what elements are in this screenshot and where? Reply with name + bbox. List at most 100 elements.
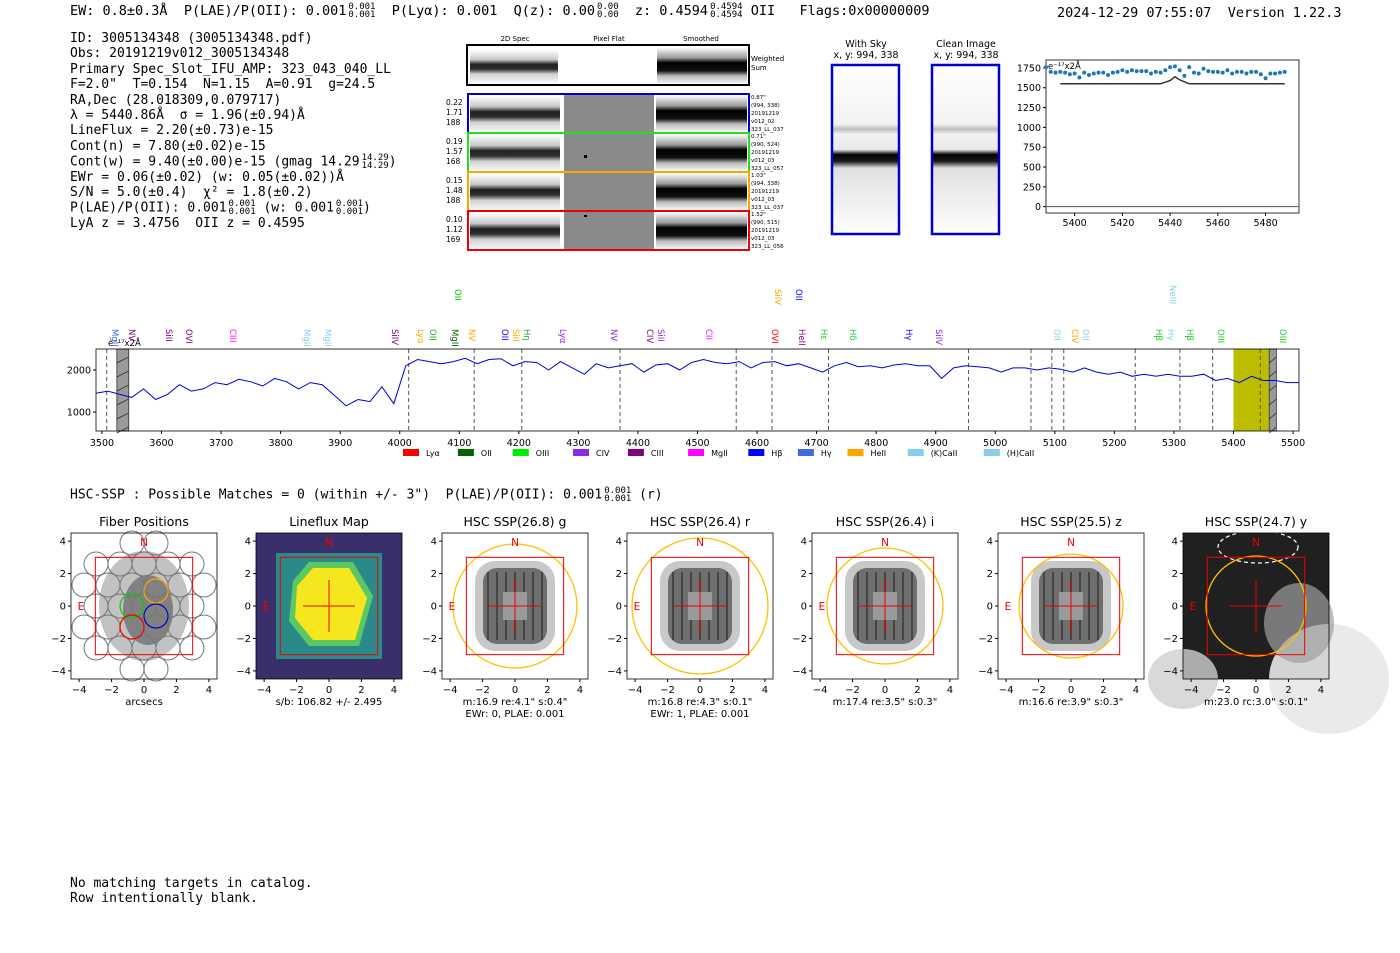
hsc-panel-1: N E −4 −4 −2 −2 0 0 2 2 4 4 Fiber Positions arcsecs <box>51 514 218 708</box>
legend-label: CIV <box>596 449 610 458</box>
hsc-panel-subtitle: arcsecs <box>125 697 163 708</box>
hsc-xtick-label: 0 <box>512 685 518 696</box>
spectrum-line-label: OII <box>793 289 803 301</box>
spectrum-legend-item: CIV <box>573 449 610 458</box>
fiber-circle-blue <box>143 603 169 629</box>
legend-swatch <box>457 449 474 456</box>
hsc-ytick-label: 2 <box>616 569 622 580</box>
fiber-circle <box>179 635 205 661</box>
spectrum-xtick-label: 5200 <box>1102 438 1126 449</box>
spectrum-hatch <box>116 384 129 392</box>
zoom-data-point <box>1211 69 1216 74</box>
zoom-data-point <box>1115 69 1120 74</box>
hsc-xtick-label: −2 <box>1216 685 1231 696</box>
plya-value: P(Lyα): 0.001 <box>391 3 498 19</box>
cutout-frame <box>467 210 750 251</box>
cutout-right-info: 323_LL_057 <box>751 166 784 172</box>
cutout-2dspec <box>470 213 560 248</box>
hsc-xtick-label: −2 <box>845 685 860 696</box>
spectrum-legend-item: (K)CaII <box>907 449 958 458</box>
weighted-2dspec <box>470 50 558 82</box>
hsc-ytick-label: −4 <box>978 666 993 677</box>
zoom-data-point <box>1244 71 1249 76</box>
hsc-xtick-label: 0 <box>1068 685 1074 696</box>
spectrum-series-line <box>95 357 1299 407</box>
hsc-ytick-label: −4 <box>607 666 622 677</box>
hsc-panel-4: N E −4 −4 −2 −2 0 0 2 2 4 4 HSC SSP(26.4) r m:16.8 re… <box>607 514 774 720</box>
hsc-ytick-label: 0 <box>1172 602 1178 613</box>
fiber-circle <box>179 551 205 577</box>
hsc-xtick-label: 0 <box>141 685 147 696</box>
spectrum-line-label: MgII <box>109 329 119 347</box>
hsc-ytick-label: 0 <box>60 602 66 613</box>
hsc-xtick-label: 0 <box>326 685 332 696</box>
cutout-left-stat: 168 <box>446 157 461 166</box>
hsc-aperture-circle <box>1205 555 1307 657</box>
hsc-red-box <box>1206 556 1306 656</box>
hsc-xtick-label: −4 <box>813 685 828 696</box>
zoom-axes-frame <box>1045 59 1300 214</box>
hsc-ytick-label: −4 <box>422 666 437 677</box>
weighted-sum-label: Weighted Sum <box>751 55 784 72</box>
zoom-ytick-label: 1750 <box>1017 63 1041 74</box>
hsc-ytick-label: −4 <box>792 666 807 677</box>
spectrum-line-label: MgII <box>301 329 311 347</box>
cutout-smoothed <box>656 213 747 248</box>
cutout-right-info: 0.87" <box>751 95 766 101</box>
spectrum-xtick-label: 3600 <box>149 438 173 449</box>
legend-label: Lyα <box>426 449 440 458</box>
legend-label: HeII <box>871 449 887 458</box>
hsc-xtick-label: 2 <box>729 685 735 696</box>
cutout-left-stat: 1.48 <box>446 186 463 195</box>
hsc-xtick-label: 4 <box>577 685 583 696</box>
spectrum-legend-item: Hγ <box>797 449 832 458</box>
hsc-xtick-label: −4 <box>257 685 272 696</box>
spectrum-line-label: SiIV <box>933 329 943 345</box>
spectrum-line-label: NV <box>126 329 136 341</box>
legend-swatch <box>748 449 765 456</box>
hsc-ytick-label: 0 <box>245 602 251 613</box>
fiber-circle <box>179 593 205 619</box>
hsc-north-label: N <box>696 537 704 549</box>
hsc-panel-2: N E −4 −4 −2 −2 0 0 2 2 4 4 Lineflux Map s/b: 106.82 … <box>236 514 403 708</box>
hsc-panel-title: HSC SSP(26.4) r <box>650 514 751 529</box>
spectrum-hatch <box>1268 384 1277 392</box>
zoom-data-point <box>1163 68 1168 73</box>
hsc-ytick-label: 0 <box>431 602 437 613</box>
cutout-right-info: 323_LL_037 <box>751 127 784 133</box>
zoom-data-point <box>1067 72 1072 77</box>
hsc-aperture-circle <box>826 547 944 665</box>
spectrum-line-label: OII <box>1080 329 1090 341</box>
hsc-xtick-label: 0 <box>697 685 703 696</box>
spectrum-line-label: Lyα <box>557 329 567 344</box>
hsc-east-label: E <box>634 601 641 613</box>
spectrum-line-label: SiII <box>655 329 665 342</box>
legend-swatch <box>907 449 924 456</box>
hsc-panel-7: N E −4 −4 −2 −2 0 0 2 2 4 4 HSC SSP(24.7) y m:23.0 rc… <box>1148 514 1389 734</box>
hsc-xtick-label: −2 <box>475 685 490 696</box>
hsc-red-box <box>94 556 194 656</box>
zoom-data-point <box>1058 69 1063 74</box>
hsc-red-box <box>835 556 935 656</box>
cutout-right-info: (990, 524) <box>751 142 780 148</box>
zoom-model-line <box>1060 75 1285 85</box>
hsc-ytick-label: 2 <box>60 569 66 580</box>
zoom-data-point <box>1263 76 1268 81</box>
zoom-data-point <box>1249 69 1254 74</box>
hsc-ytick-label: 2 <box>801 569 807 580</box>
cutout-right-info: 323_LL_037 <box>751 205 784 211</box>
hsc-y-glow <box>1264 583 1334 663</box>
cutout-right-info: 1.03" <box>751 173 766 179</box>
hsc-ytick-label: 4 <box>60 537 66 548</box>
spectrum-unit-label: e⁻¹⁷x2Å <box>108 337 141 349</box>
hsc-ytick-label: −4 <box>1163 666 1178 677</box>
zoom-data-point <box>1063 70 1068 75</box>
hsc-panel-title: HSC SSP(26.8) g <box>464 514 567 529</box>
hsc-panel-5: N E −4 −4 −2 −2 0 0 2 2 4 4 HSC SSP(26.4) i m:17.4 re… <box>792 514 959 708</box>
zoom-ytick-label: 1000 <box>1017 123 1041 134</box>
fiber-circle <box>191 614 217 640</box>
legend-label: (K)CaII <box>931 449 958 458</box>
spectrum-line-label: CII <box>703 329 713 340</box>
